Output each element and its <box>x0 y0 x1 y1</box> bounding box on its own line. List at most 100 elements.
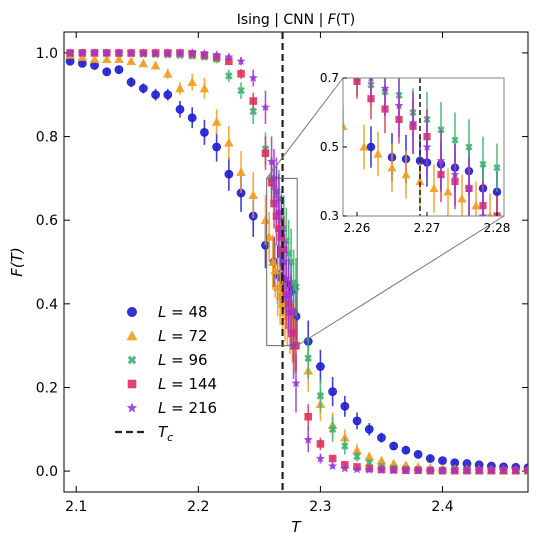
data-point <box>224 169 234 179</box>
inset-y-tick-label: 0.5 <box>320 140 339 154</box>
legend-label: L = 144 <box>158 375 217 393</box>
inset-series-4 <box>356 78 488 216</box>
y-tick-label: 0.8 <box>36 130 58 146</box>
data-point <box>114 65 124 75</box>
data-point <box>126 48 136 57</box>
data-point <box>353 452 361 461</box>
data-point <box>352 445 362 455</box>
y-tick-label: 0.6 <box>36 213 58 229</box>
zoom-connector-top <box>266 77 344 179</box>
inset-data-point <box>343 121 348 130</box>
data-point <box>425 465 435 475</box>
y-axis-title: F(T) <box>8 247 26 277</box>
data-point <box>224 137 234 147</box>
data-point <box>114 54 124 64</box>
data-point <box>199 48 210 58</box>
legend-label: L = 216 <box>158 399 217 417</box>
chart-title: Ising | CNN | F(T) <box>237 12 356 28</box>
inset-data-point <box>366 142 376 152</box>
data-point <box>474 465 484 475</box>
data-point <box>425 454 435 463</box>
data-point <box>89 48 100 57</box>
data-point <box>225 72 233 80</box>
data-point <box>271 186 282 195</box>
y-tick-label: 0.4 <box>36 297 58 313</box>
data-point <box>138 84 148 93</box>
inset-series-1 <box>343 105 493 216</box>
inset-data-point <box>359 142 369 151</box>
data-point <box>225 57 233 66</box>
inset-data-point <box>373 149 383 158</box>
legend-marker <box>127 307 137 317</box>
data-point <box>102 48 112 57</box>
inset-data-point <box>493 164 501 172</box>
data-point <box>376 465 387 475</box>
data-point <box>102 67 112 77</box>
inset-data-point <box>394 101 404 110</box>
inset-data-point <box>471 201 481 210</box>
data-point <box>138 48 148 57</box>
data-point <box>270 265 281 275</box>
data-point <box>77 48 87 57</box>
inset-data-point <box>408 118 418 127</box>
data-point <box>114 48 124 57</box>
data-point <box>248 73 258 82</box>
data-point <box>150 48 161 57</box>
inset-data-point <box>387 163 397 172</box>
data-point <box>187 77 198 87</box>
data-point <box>187 48 197 57</box>
data-point <box>236 56 246 66</box>
data-point <box>212 142 222 152</box>
data-point <box>352 464 362 474</box>
data-point <box>340 432 350 442</box>
data-point <box>376 455 387 465</box>
inset-x-tick-label: 2.27 <box>414 221 441 235</box>
data-point <box>316 392 325 400</box>
x-axis-title: T <box>291 518 302 536</box>
data-point <box>437 465 448 475</box>
data-point <box>292 283 300 291</box>
inset-data-point <box>368 78 374 82</box>
inset-data-point <box>401 170 411 179</box>
data-point <box>212 50 222 59</box>
data-point <box>413 449 423 459</box>
x-tick-label: 2.2 <box>187 499 209 515</box>
data-point <box>89 54 100 64</box>
inset-data-point <box>478 211 488 216</box>
legend-label-val: = 48 <box>166 303 207 321</box>
title-tail: (T) <box>336 12 355 28</box>
inset-data-point <box>429 183 439 193</box>
data-point <box>498 465 509 475</box>
data-point <box>162 68 173 78</box>
main-axis-ticks: 2.1 2.2 2.3 2.4 0.0 0.2 0.4 0.6 0.8 1.0 <box>36 32 528 515</box>
inset-data-point <box>436 156 446 165</box>
data-point <box>377 433 386 443</box>
legend-label: L = 72 <box>158 327 208 345</box>
data-point <box>200 127 209 137</box>
data-point <box>266 156 277 166</box>
inset-data-point <box>457 194 467 203</box>
legend-label-val: = 216 <box>166 399 217 417</box>
legend-label-var: L <box>158 375 166 393</box>
inset-data-point <box>465 143 473 151</box>
data-point <box>163 48 173 57</box>
legend-entry: L = 216 <box>126 399 217 417</box>
data-point <box>462 465 472 475</box>
data-point <box>511 465 521 475</box>
legend-label-var: L <box>158 351 166 369</box>
data-point <box>65 48 75 57</box>
data-point <box>438 456 447 466</box>
data-point <box>291 378 301 388</box>
zoom-indicator <box>266 77 505 347</box>
legend-label-val: = 144 <box>166 375 217 393</box>
data-point <box>224 52 234 61</box>
data-point <box>175 83 185 93</box>
data-point <box>341 442 349 450</box>
data-point <box>401 445 411 455</box>
data-point <box>138 58 149 68</box>
data-point <box>260 215 271 225</box>
inset-data-point <box>450 170 460 179</box>
legend-label-val: = 96 <box>166 351 207 369</box>
data-point <box>450 465 460 475</box>
legend-tc-var: T <box>158 423 169 441</box>
